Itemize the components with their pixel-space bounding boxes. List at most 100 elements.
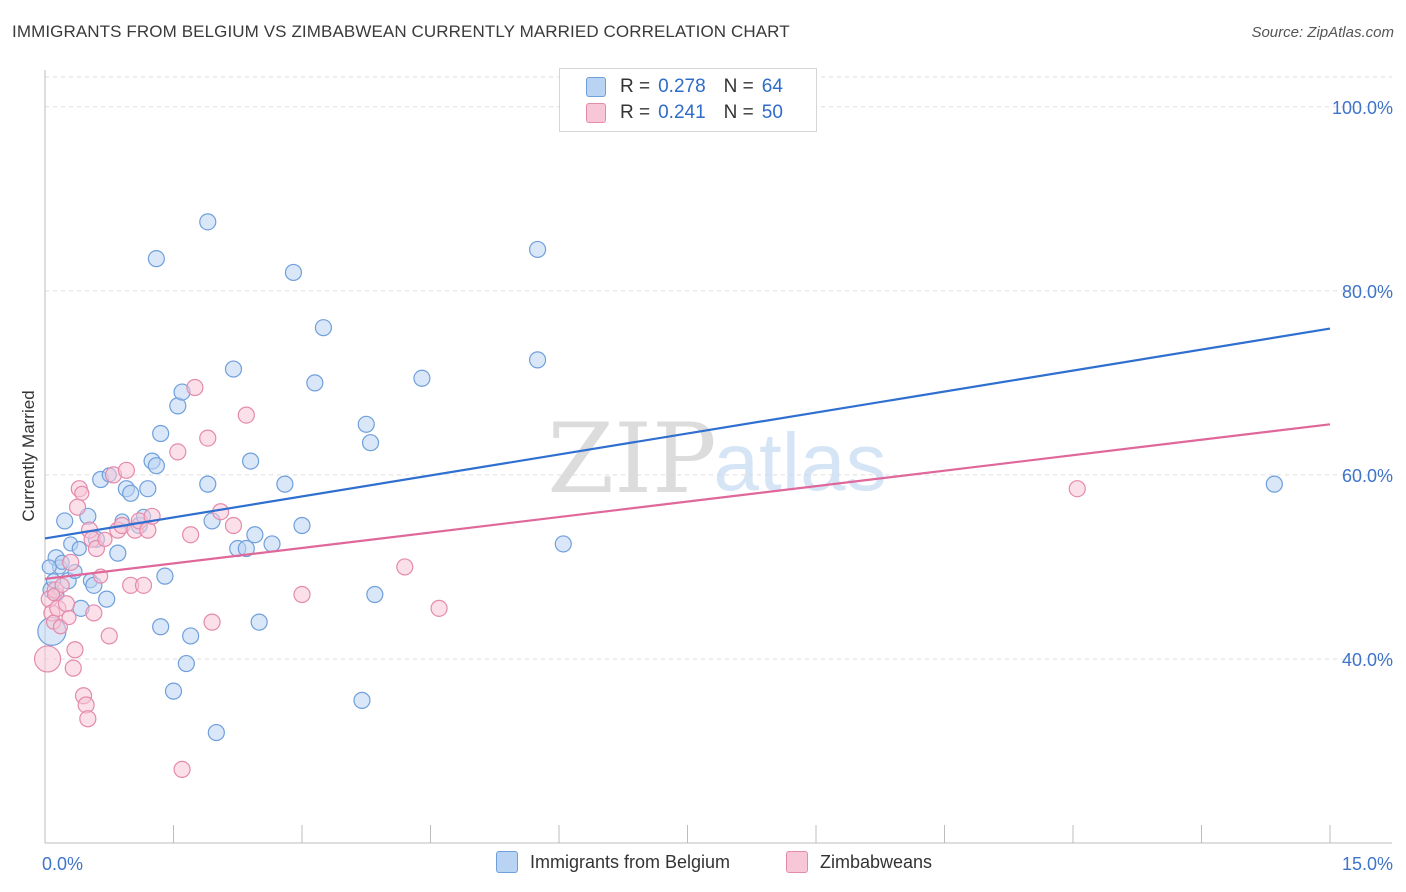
belgium-point xyxy=(1265,475,1283,493)
legend-row-zimbabweans: R = 0.241 N = 50 xyxy=(586,100,783,126)
zimbabwean-point xyxy=(52,619,69,635)
zimbabwean-point xyxy=(79,710,97,728)
zimbabwean-point xyxy=(68,498,87,516)
belgium-point xyxy=(284,263,303,282)
belgium-trend-line xyxy=(44,327,1331,540)
belgium-point xyxy=(139,480,157,498)
belgium-point xyxy=(41,559,57,575)
source-label: Source: ZipAtlas.com xyxy=(1251,24,1394,41)
belgium-point xyxy=(177,654,195,673)
legend-row-belgium: R = 0.278 N = 64 xyxy=(586,74,783,100)
watermark-zip: ZIP xyxy=(547,403,716,515)
y-tick-label: 60.0% xyxy=(1342,466,1393,486)
belgium-point xyxy=(353,691,371,709)
legend-label: Immigrants from Belgium xyxy=(530,851,731,872)
y-tick-label: 40.0% xyxy=(1342,650,1393,670)
belgium-point xyxy=(250,613,268,631)
belgium-point xyxy=(147,250,165,268)
zimbabwean-point xyxy=(54,577,70,593)
zimbabwean-point xyxy=(224,516,243,535)
belgium-point xyxy=(147,457,165,475)
gridlines xyxy=(45,76,1392,660)
zimbabwean-point xyxy=(62,553,80,571)
zimbabwean-point xyxy=(199,429,217,447)
belgium-point xyxy=(156,567,174,585)
x-tick-label: 15.0% xyxy=(1342,854,1393,874)
zimbabwean-point xyxy=(182,526,200,544)
belgium-point xyxy=(199,213,217,231)
belgium-point xyxy=(276,475,294,493)
scatter-points xyxy=(33,213,1283,778)
x-tick-label: 0.0% xyxy=(42,854,83,874)
belgium-point xyxy=(152,618,170,636)
chart-title: IMMIGRANTS FROM BELGIUM VS ZIMBABWEAN CU… xyxy=(12,22,790,41)
legend-label: Zimbabweans xyxy=(820,851,933,872)
zimbabwean-point xyxy=(74,485,90,501)
y-tick-label: 100.0% xyxy=(1332,98,1393,118)
legend-item-zimbabweans: Zimbabweans xyxy=(786,851,932,873)
belgium-point xyxy=(207,723,225,742)
belgium-point xyxy=(122,484,140,502)
zimbabwean-trend-line xyxy=(44,423,1331,580)
pink-swatch xyxy=(786,851,808,873)
zimbabwean-point xyxy=(57,595,76,613)
belgium-point xyxy=(237,539,255,558)
belgium-point xyxy=(263,535,281,553)
zimbabwean-point xyxy=(203,613,221,631)
zimbabwean-point xyxy=(237,406,255,424)
belgium-point xyxy=(164,682,183,700)
zimbabwean-point xyxy=(46,587,61,602)
belgium-point xyxy=(56,512,74,530)
belgium-point xyxy=(182,627,200,645)
trend-lines xyxy=(44,327,1331,580)
belgium-point xyxy=(246,526,264,544)
belgium-point xyxy=(357,415,375,433)
zimbabwean-point xyxy=(173,760,191,778)
belgium-point xyxy=(199,475,217,493)
zimbabwean-point xyxy=(33,645,62,673)
belgium-point xyxy=(413,369,431,387)
belgium-point xyxy=(293,516,311,535)
belgium-point xyxy=(71,540,87,557)
zimbabwean-point xyxy=(85,604,103,622)
belgium-point xyxy=(528,351,547,369)
belgium-point xyxy=(361,434,380,452)
zimbabwean-point xyxy=(134,576,153,594)
r-label: R = xyxy=(620,102,651,123)
zimbabwean-point xyxy=(61,609,77,626)
n-value: 64 xyxy=(761,76,783,97)
zimbabwean-point xyxy=(64,659,82,677)
pink-swatch xyxy=(586,103,606,123)
r-label: R = xyxy=(620,76,651,97)
zimbabwean-point xyxy=(396,558,414,576)
blue-swatch xyxy=(586,77,606,97)
belgium-point xyxy=(554,535,572,553)
zimbabwean-point xyxy=(293,585,311,604)
zimbabwean-point xyxy=(100,627,118,645)
n-value: 50 xyxy=(761,102,783,123)
zimbabwean-point xyxy=(66,641,84,659)
zimbabwean-point xyxy=(186,378,204,397)
zimbabwean-point xyxy=(430,599,448,617)
belgium-point xyxy=(224,360,243,378)
belgium-point xyxy=(109,544,127,562)
r-value: 0.278 xyxy=(658,76,706,97)
r-value: 0.241 xyxy=(658,102,706,123)
belgium-point xyxy=(306,374,324,392)
belgium-point xyxy=(366,585,384,604)
zimbabwean-point xyxy=(97,531,113,547)
watermark-atlas: atlas xyxy=(713,417,886,508)
belgium-point xyxy=(314,319,333,337)
belgium-point xyxy=(242,452,260,470)
y-axis-label: Currently Married xyxy=(19,390,38,521)
axes: 40.0% 60.0% 80.0% 100.0% 0.0% 15.0% xyxy=(42,70,1393,874)
legend-item-belgium: Immigrants from Belgium xyxy=(496,851,730,873)
zimbabwean-point xyxy=(169,443,187,461)
blue-swatch xyxy=(496,851,518,873)
n-label: N = xyxy=(723,102,754,123)
y-tick-label: 80.0% xyxy=(1342,282,1393,302)
zimbabwean-point xyxy=(1068,480,1086,498)
zimbabwean-point xyxy=(117,461,135,479)
n-label: N = xyxy=(723,76,754,97)
